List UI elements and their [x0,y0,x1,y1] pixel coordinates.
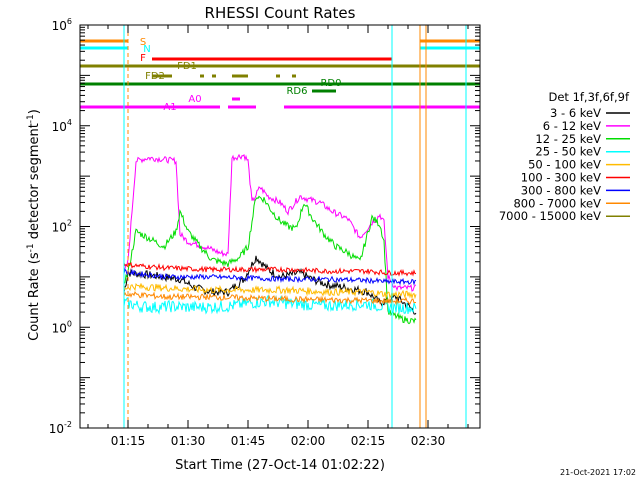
flag-label-a1: A1 [163,102,176,113]
legend-label: 12 - 25 keV [535,132,601,146]
flag-label-fd1: FD1 [177,61,197,72]
flag-bar-rd6 [312,89,336,93]
series-line-3 [123,294,417,315]
legend-label: 6 - 12 keV [543,119,601,133]
flag-bar-fd2 [276,74,280,78]
x-axis-label: Start Time (27-Oct-14 01:02:22) [175,458,385,473]
flag-bar-f [152,57,392,61]
y-tick-label: 10-2 [49,420,72,436]
y-tick-label: 104 [52,118,72,134]
flag-label-s: S [140,37,146,48]
flag-bar-a1 [228,105,256,109]
flag-label-n: N [143,44,150,55]
legend-label: 100 - 300 keV [521,171,601,185]
series-line-0 [123,255,417,315]
series-layer [123,153,417,325]
series-line-4 [123,283,417,300]
flag-bar-s [80,39,128,43]
flag-bar-a1 [284,105,480,109]
chart-title: RHESSI Count Rates [205,4,356,22]
flag-label-rd0: RD0 [320,78,341,89]
flag-bar-n [80,46,128,50]
flag-label-fd2: FD2 [145,71,165,82]
flag-bar-a1 [80,105,220,109]
flag-bars-layer: SNF FD1 FD2 RD0 RD6 A0 A1 [80,37,480,113]
legend-label: 25 - 50 keV [535,145,601,159]
y-axis-label: Count Rate (s-1 detector segment-1) [26,109,42,341]
legend-label: 50 - 100 keV [528,158,601,172]
flag-bar-fd2 [152,74,172,78]
y-tick-label: 106 [52,17,72,33]
axis-ticks-layer: 01:15 01:30 01:45 02:00 02:15 02:30 10-2 100 102… [49,17,480,448]
y-tick-label: 102 [52,219,72,235]
flag-label-rd6: RD6 [286,86,307,97]
series-line-7 [123,291,417,306]
flag-bar-rd0 [80,82,480,86]
flag-bar-fd2 [212,74,216,78]
footer-date: 21-Oct-2021 17:02 [560,468,636,477]
series-line-1 [123,153,417,292]
x-tick-label: 01:45 [231,434,266,448]
x-tick-label: 02:30 [411,434,446,448]
flag-bar-fd1 [80,64,480,68]
flag-label-f: F [140,53,146,64]
legend-title: Det 1f,3f,6f,9f [548,90,629,104]
flag-bar-fd2 [292,74,296,78]
x-tick-label: 01:15 [111,434,146,448]
x-tick-label: 01:30 [171,434,206,448]
flag-label-a0: A0 [188,94,201,105]
y-tick-label: 100 [52,319,72,335]
series-line-5 [123,261,417,277]
legend-label: 7000 - 15000 keV [499,209,601,223]
legend-label: 300 - 800 keV [521,183,601,197]
legend-label: 800 - 7000 keV [513,196,601,210]
flag-bar-s [420,39,480,43]
flag-bar-fd2 [232,74,248,78]
series-line-2 [123,195,417,325]
flag-bar-a0 [232,97,240,101]
x-tick-label: 02:00 [291,434,326,448]
flag-bar-n [420,46,480,50]
flag-bar-fd2 [200,74,204,78]
legend-label: 3 - 6 keV [550,106,601,120]
series-line-6 [123,268,417,286]
x-tick-label: 02:15 [351,434,386,448]
